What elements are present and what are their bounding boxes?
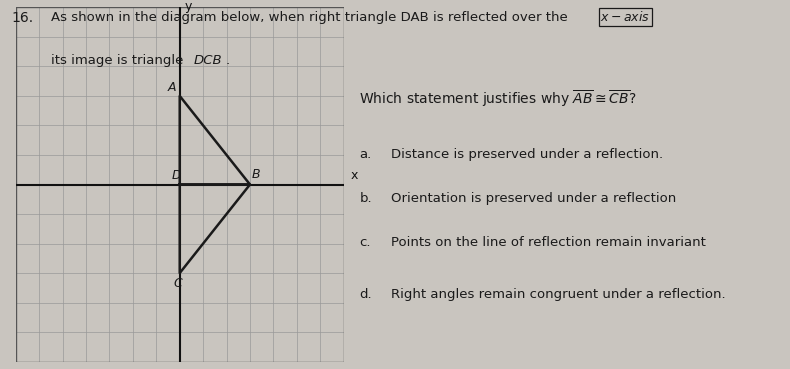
Text: $\mathit{x}-\mathit{axis}$: $\mathit{x}-\mathit{axis}$ <box>600 10 650 24</box>
Text: D: D <box>171 169 181 182</box>
Text: d.: d. <box>359 288 372 301</box>
Text: Right angles remain congruent under a reflection.: Right angles remain congruent under a re… <box>391 288 726 301</box>
Text: a.: a. <box>359 148 372 161</box>
Text: As shown in the diagram below, when right triangle DAB is reflected over the: As shown in the diagram below, when righ… <box>51 11 568 24</box>
Text: .: . <box>225 54 229 66</box>
Text: Orientation is preserved under a reflection: Orientation is preserved under a reflect… <box>391 192 676 205</box>
Text: A: A <box>167 82 176 94</box>
Text: Points on the line of reflection remain invariant: Points on the line of reflection remain … <box>391 236 706 249</box>
Text: Which statement justifies why $\overline{AB} \cong \overline{CB}$?: Which statement justifies why $\overline… <box>359 89 637 109</box>
Text: its image is triangle: its image is triangle <box>51 54 188 66</box>
Text: Distance is preserved under a reflection.: Distance is preserved under a reflection… <box>391 148 663 161</box>
Text: B: B <box>252 168 261 181</box>
Text: DCB: DCB <box>194 54 222 66</box>
Text: x: x <box>351 169 358 182</box>
Text: b.: b. <box>359 192 372 205</box>
Text: 16.: 16. <box>12 11 34 25</box>
Text: c.: c. <box>359 236 371 249</box>
Text: y: y <box>184 0 192 13</box>
Text: C: C <box>173 277 182 290</box>
